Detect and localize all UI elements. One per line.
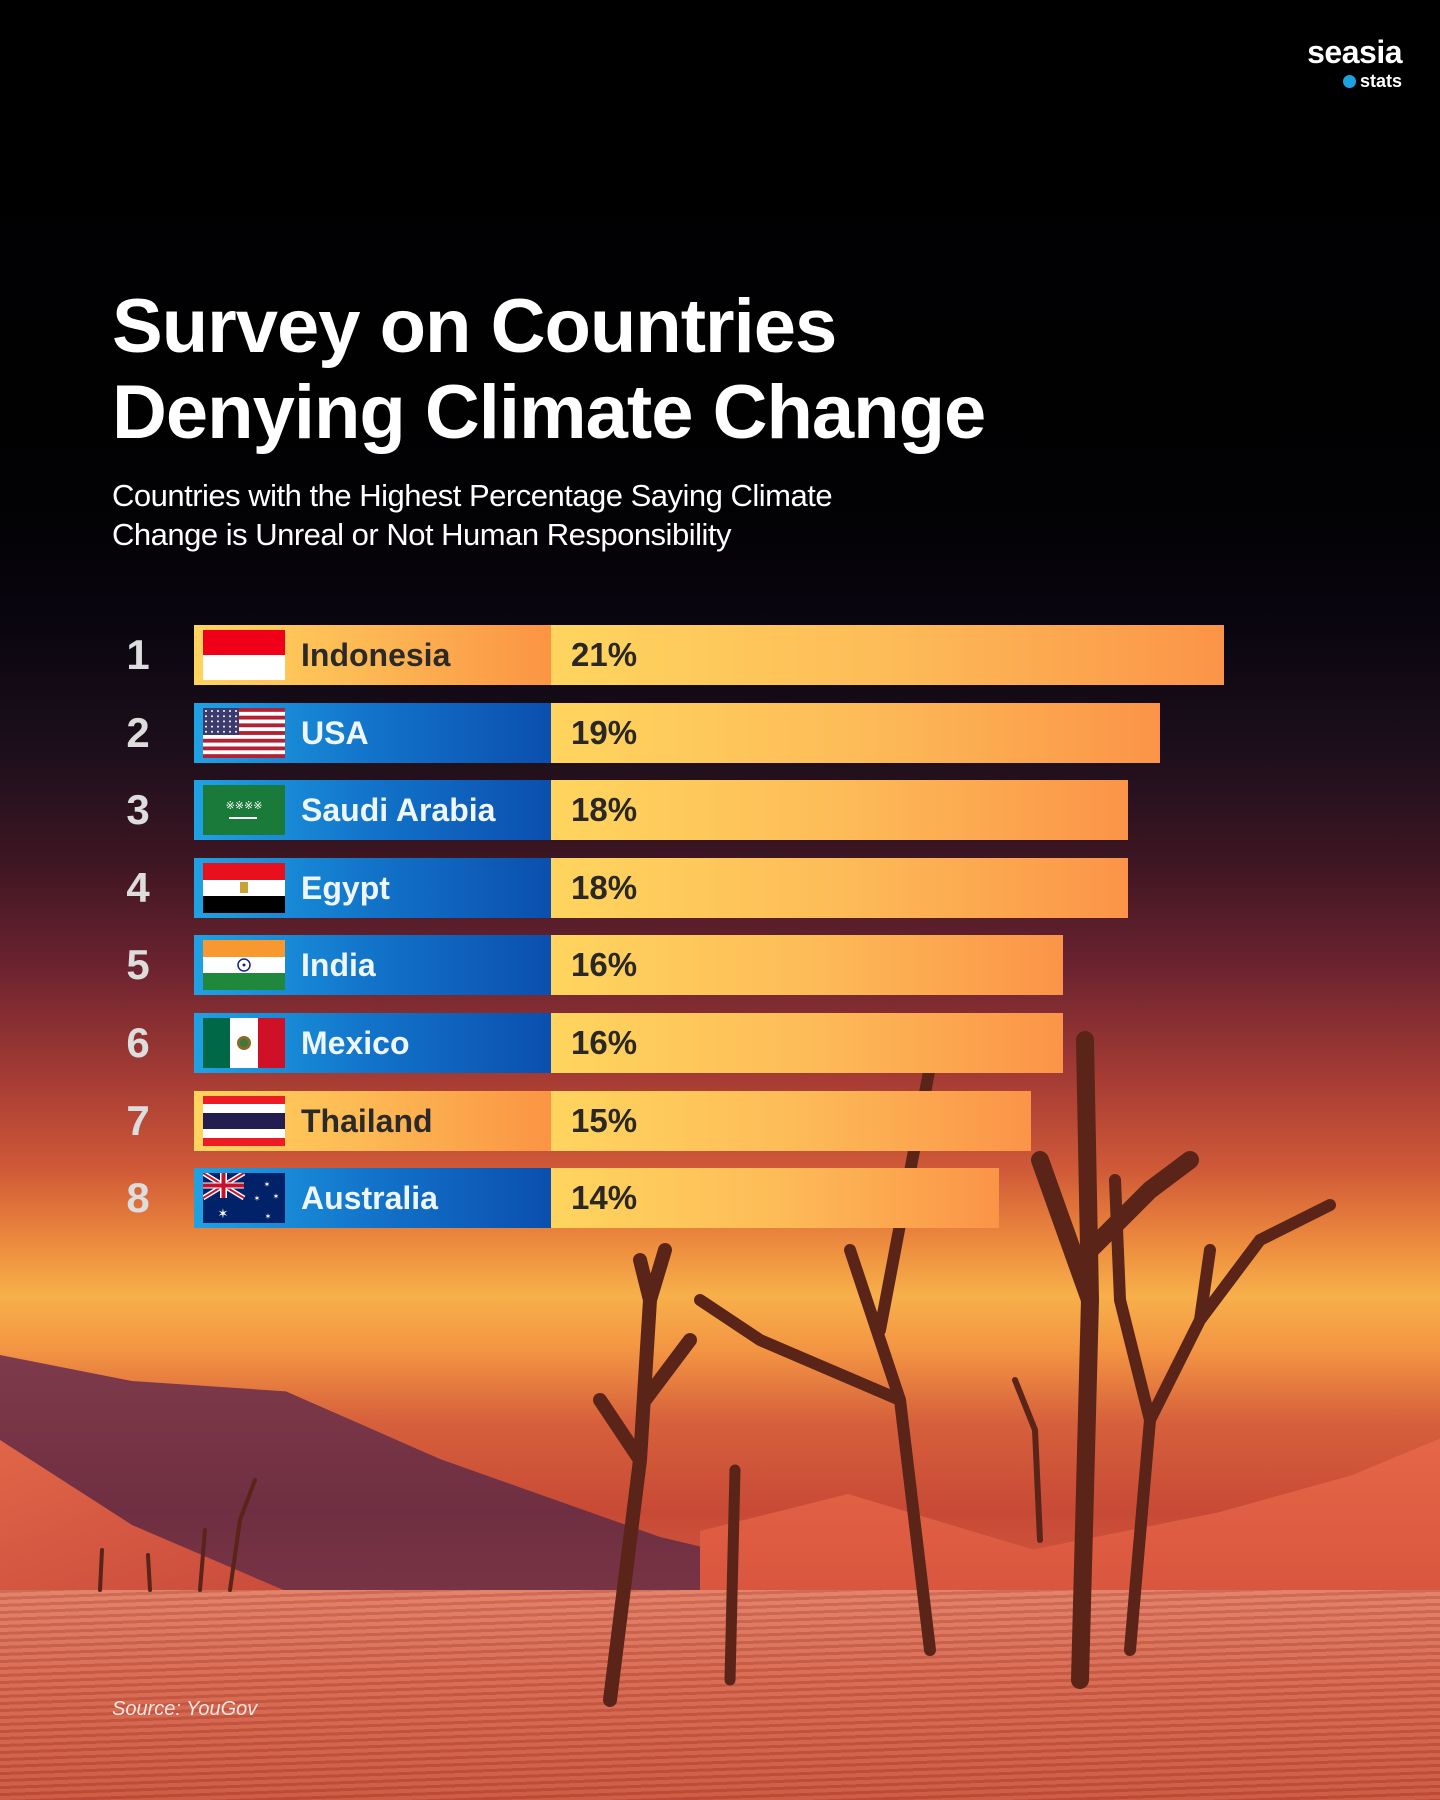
chart-title-line: Denying Climate Change	[112, 370, 986, 455]
rank-label: 3	[126, 786, 150, 834]
category-label: Saudi Arabia	[301, 792, 496, 829]
svg-text:✶: ✶	[273, 1192, 280, 1201]
bar-value-segment: 16%	[551, 935, 1064, 996]
bar: USA 19%	[194, 702, 1160, 763]
svg-text:✶: ✶	[264, 1180, 271, 1189]
svg-text:✶: ✶	[254, 1194, 261, 1203]
data-label: 18%	[571, 868, 638, 906]
rank-label: 5	[126, 941, 150, 989]
bar-category-segment: USA	[194, 702, 551, 763]
chart-row: 2 USA 19%	[0, 702, 1440, 763]
bar: ※※※※ Saudi Arabia 18%	[194, 780, 1128, 841]
rank-label: 6	[126, 1019, 150, 1066]
bar: Indonesia 21%	[194, 625, 1224, 685]
category-label: Mexico	[301, 1025, 410, 1061]
category-label: Australia	[301, 1180, 438, 1217]
bar: Egypt 18%	[194, 857, 1128, 918]
bar-category-segment: Egypt	[194, 857, 551, 918]
bar-value-segment: 21%	[551, 625, 1224, 685]
svg-text:※※※※: ※※※※	[226, 799, 263, 812]
category-label: Egypt	[301, 869, 390, 906]
background-ground	[0, 1590, 1440, 1800]
svg-text:✶: ✶	[265, 1212, 272, 1221]
chart-row: 1 Indonesia 21%	[0, 625, 1440, 685]
bar-category-segment: Indonesia	[194, 625, 551, 685]
thailand-flag-icon	[203, 1095, 285, 1146]
bar-value-segment: 18%	[551, 857, 1128, 918]
category-label: India	[301, 947, 376, 984]
bar: India 16%	[194, 935, 1064, 996]
bar-value-segment: 15%	[551, 1090, 1032, 1151]
category-label: Thailand	[301, 1102, 433, 1139]
bar-category-segment: Thailand	[194, 1090, 551, 1151]
india-flag-icon	[203, 940, 285, 991]
brand-logo: seasia stats	[1307, 36, 1402, 90]
data-label: 19%	[571, 713, 638, 751]
svg-text:✶: ✶	[218, 1207, 229, 1222]
chart-subtitle-line: Change is Unreal or Not Human Responsibi…	[112, 517, 731, 552]
bar-category-segment: Mexico	[194, 1013, 551, 1073]
bar-value-segment: 18%	[551, 780, 1128, 841]
brand-name: seasia	[1307, 34, 1402, 70]
bar-chart: 1 Indonesia 21% 2 USA 19% 3 ※※※※ Saudi Arabia 18%…	[0, 625, 1440, 1229]
bar-value-segment: 19%	[551, 702, 1160, 763]
rank-label: 7	[126, 1096, 150, 1144]
chart-title: Survey on Countries Denying Climate Chan…	[112, 284, 986, 456]
bar-category-segment: ✶ ✶ ✶ ✶ ✶ Australia	[194, 1168, 551, 1229]
brand-sub: stats	[1307, 72, 1402, 90]
rank-label: 2	[126, 708, 150, 756]
bar-category-segment: India	[194, 935, 551, 996]
bar: Mexico 16%	[194, 1013, 1064, 1073]
mexico-flag-icon	[203, 1018, 285, 1068]
chart-subtitle-line: Countries with the Highest Percentage Sa…	[112, 478, 833, 513]
chart-subtitle: Countries with the Highest Percentage Sa…	[112, 476, 833, 554]
category-label: Indonesia	[301, 637, 451, 673]
egypt-flag-icon	[203, 862, 285, 913]
data-label: 21%	[571, 636, 638, 673]
chart-row: 3 ※※※※ Saudi Arabia 18%	[0, 780, 1440, 841]
indonesia-flag-icon	[203, 630, 285, 680]
data-label: 15%	[571, 1101, 638, 1139]
usa-flag-icon	[203, 707, 285, 758]
brand-sub-label: stats	[1359, 71, 1402, 91]
rank-label: 8	[126, 1174, 150, 1222]
data-label: 18%	[571, 791, 638, 829]
chart-row: 4 Egypt 18%	[0, 857, 1440, 918]
bar-value-segment: 14%	[551, 1168, 999, 1229]
data-label: 16%	[571, 1024, 638, 1061]
bar-category-segment: ※※※※ Saudi Arabia	[194, 780, 551, 841]
source-note: Source: YouGov	[112, 1698, 258, 1720]
chart-row: 6 Mexico 16%	[0, 1013, 1440, 1073]
category-label: USA	[301, 714, 369, 751]
australia-flag-icon: ✶ ✶ ✶ ✶ ✶	[203, 1173, 285, 1224]
bar: Thailand 15%	[194, 1090, 1032, 1151]
rank-label: 1	[126, 631, 150, 678]
data-label: 14%	[571, 1179, 638, 1217]
chart-title-line: Survey on Countries	[112, 284, 837, 369]
brand-dot-icon	[1342, 74, 1356, 88]
bar: ✶ ✶ ✶ ✶ ✶ Australia 14%	[194, 1168, 999, 1229]
saudi-arabia-flag-icon: ※※※※	[203, 785, 285, 836]
rank-label: 4	[126, 863, 150, 911]
bar-value-segment: 16%	[551, 1013, 1064, 1073]
chart-row: 7 Thailand 15%	[0, 1090, 1440, 1151]
data-label: 16%	[571, 946, 638, 984]
chart-row: 5 India 16%	[0, 935, 1440, 996]
chart-row: 8 ✶ ✶ ✶ ✶ ✶ Australia 14%	[0, 1168, 1440, 1229]
